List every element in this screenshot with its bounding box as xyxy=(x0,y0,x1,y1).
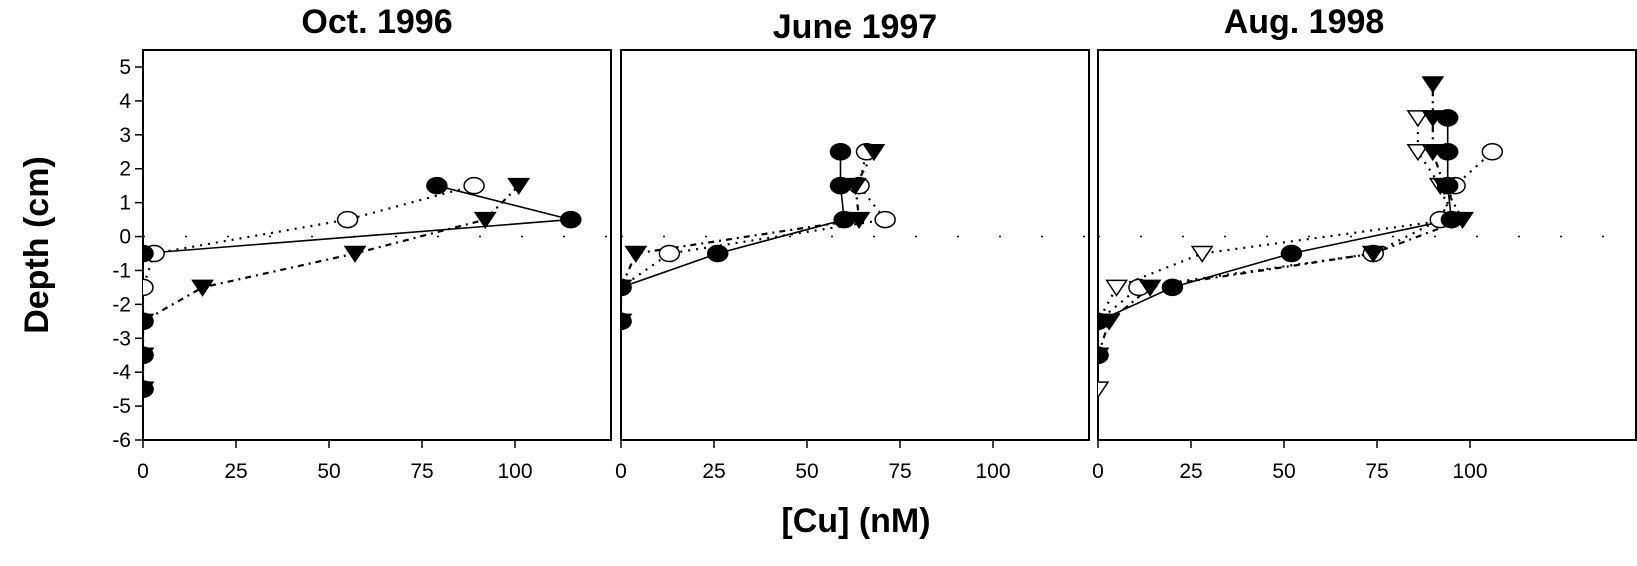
data-point-open-circle xyxy=(463,176,485,195)
y-tick-label: 2 xyxy=(119,158,131,181)
data-point-filled-circle xyxy=(426,176,448,195)
data-point-filled-circle xyxy=(1436,176,1459,195)
x-tick-label: 100 xyxy=(497,460,532,483)
data-point-filled-circle xyxy=(1098,346,1109,364)
x-tick-label: 100 xyxy=(975,460,1010,483)
data-point-filled-triangle xyxy=(1138,279,1162,297)
y-tick-label: -6 xyxy=(112,429,131,452)
data-point-filled-triangle xyxy=(473,211,497,229)
x-tick-label: 25 xyxy=(1179,460,1202,483)
y-tick-label: -3 xyxy=(112,327,131,350)
panel-title: Aug. 1998 xyxy=(1224,3,1385,41)
panel-frame xyxy=(142,49,612,441)
series-line-filled-triangle xyxy=(621,151,875,322)
y-tick-label: 0 xyxy=(119,226,131,249)
y-tick-label: -4 xyxy=(112,361,131,384)
data-point-filled-triangle xyxy=(624,245,648,263)
y-tick-label: -5 xyxy=(112,395,131,418)
data-point-filled-circle xyxy=(143,346,154,364)
data-point-open-triangle xyxy=(1098,381,1110,399)
data-point-open-circle xyxy=(658,244,681,263)
data-point-filled-circle xyxy=(1280,244,1303,263)
y-tick-label: 3 xyxy=(119,124,131,147)
data-point-filled-circle xyxy=(829,143,852,161)
series-line-open-triangle xyxy=(1098,117,1453,390)
series-line-filled-circle xyxy=(143,184,571,390)
data-point-filled-circle xyxy=(1436,143,1459,161)
panel-3: Aug. 1998 0 25 50 75 100 xyxy=(1092,3,1637,483)
data-point-filled-circle xyxy=(706,244,729,263)
data-point-open-circle xyxy=(143,278,154,297)
y-tick-label: 1 xyxy=(119,192,131,215)
plot-area xyxy=(1098,76,1504,399)
data-point-filled-circle xyxy=(1436,109,1459,127)
data-point-filled-circle xyxy=(143,380,154,398)
x-tick-label: 75 xyxy=(1365,460,1388,483)
x-tick-label: 0 xyxy=(1092,460,1104,483)
data-point-filled-circle xyxy=(829,176,852,195)
data-point-filled-triangle xyxy=(507,177,531,196)
panel-frame xyxy=(1097,49,1637,441)
panel-1: Oct. 1996 5 4 3 2 1 0 -1 -2 -3 -4 -5 -6 0 25 50 75 100 xyxy=(112,3,612,483)
y-tick-label: 5 xyxy=(119,56,131,79)
panel-title: Oct. 1996 xyxy=(301,3,452,41)
data-point-filled-circle xyxy=(1161,278,1184,297)
x-tick-label: 25 xyxy=(224,460,247,483)
y-tick-label: 4 xyxy=(119,90,131,113)
x-tick-label: 0 xyxy=(615,460,627,483)
panel-frame xyxy=(620,49,1090,441)
data-point-filled-triangle xyxy=(191,279,214,297)
data-point-open-triangle xyxy=(1105,279,1129,297)
data-point-filled-circle xyxy=(143,312,154,331)
series-line-open-circle xyxy=(143,184,475,390)
data-point-filled-triangle xyxy=(343,245,367,263)
data-point-filled-circle xyxy=(621,278,632,297)
series-line-open-circle xyxy=(621,151,888,322)
series-line-filled-circle xyxy=(621,151,846,322)
series-line-filled-triangle xyxy=(1098,84,1465,356)
x-tick-label: 25 xyxy=(702,460,725,483)
panel-2: June 1997 0 25 50 75 100 xyxy=(615,8,1090,483)
plot-area xyxy=(143,176,582,399)
x-tick-label: 50 xyxy=(1272,460,1295,483)
x-tick-label: 0 xyxy=(137,460,149,483)
y-tick-label: -1 xyxy=(112,259,131,282)
x-axis-label: [Cu] (nM) xyxy=(781,502,930,540)
plot-area xyxy=(621,143,896,331)
data-point-filled-circle xyxy=(1098,312,1109,331)
x-tick-label: 50 xyxy=(317,460,340,483)
data-point-filled-circle xyxy=(1440,210,1463,229)
x-tick-label: 75 xyxy=(410,460,433,483)
data-point-open-triangle xyxy=(1406,144,1430,162)
data-point-filled-circle xyxy=(833,210,855,229)
x-tick-label: 75 xyxy=(888,460,911,483)
panel-title: June 1997 xyxy=(773,8,937,46)
data-point-open-circle xyxy=(336,210,359,229)
data-point-filled-triangle xyxy=(862,144,886,162)
data-point-open-circle xyxy=(874,210,896,229)
data-point-open-circle xyxy=(1481,143,1504,161)
data-point-filled-triangle xyxy=(1361,245,1385,263)
data-point-filled-circle xyxy=(143,244,154,263)
x-tick-label: 50 xyxy=(795,460,818,483)
data-point-filled-circle xyxy=(560,210,582,229)
y-axis-label: Depth (cm) xyxy=(18,156,56,334)
data-point-filled-triangle xyxy=(1421,76,1445,94)
series-line-filled-circle xyxy=(1098,117,1453,356)
data-point-filled-circle xyxy=(621,312,632,331)
data-point-open-triangle xyxy=(1190,245,1214,263)
x-tick-label: 100 xyxy=(1452,460,1487,483)
data-point-open-triangle xyxy=(1406,110,1430,128)
y-tick-label: -2 xyxy=(112,293,131,316)
